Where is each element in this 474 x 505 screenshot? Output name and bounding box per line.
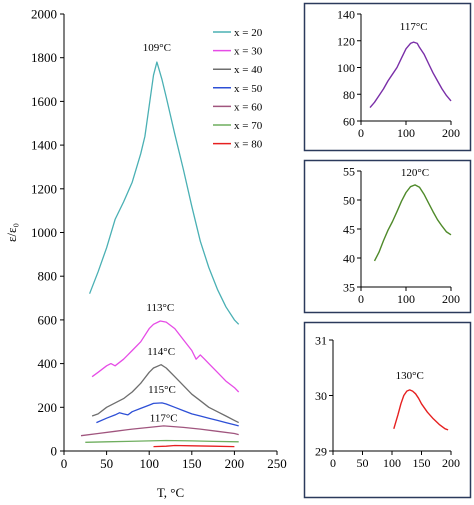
legend-label: x = 70 (234, 120, 263, 132)
main-x-tick-label: 200 (225, 456, 245, 471)
inset-x-tick-label: 100 (397, 292, 415, 306)
main-y-tick-label: 400 (38, 356, 58, 371)
inset-x-tick-label: 50 (357, 456, 369, 470)
series-line (91, 320, 240, 393)
legend-label: x = 40 (234, 64, 263, 76)
inset-x-tick-label: 0 (358, 126, 364, 140)
legend-label: x = 80 (234, 139, 263, 151)
inset-y-tick-label: 40 (343, 252, 355, 266)
main-y-tick-label: 1800 (31, 50, 57, 65)
inset-x-tick-label: 200 (442, 456, 460, 470)
main-y-tick-label: 600 (38, 312, 58, 327)
peak-temperature-label: 115°C (148, 384, 176, 396)
inset-series-line (393, 389, 449, 431)
peak-temperature-label: 114°C (147, 346, 175, 358)
main-y-tick-label: 2000 (31, 7, 57, 22)
main-y-tick-label: 1600 (31, 94, 57, 109)
inset-y-tick-label: 29 (315, 445, 327, 459)
inset-y-tick-label: 100 (337, 61, 355, 75)
inset-y-tick-label: 140 (337, 8, 355, 22)
inset-x-tick-label: 150 (413, 456, 431, 470)
main-y-tick-label: 0 (51, 444, 58, 459)
series-line (96, 402, 239, 427)
inset-x-tick-label: 100 (383, 456, 401, 470)
main-x-tick-label: 0 (61, 456, 68, 471)
main-y-tick-label: 1000 (31, 225, 57, 240)
inset-frame (303, 321, 472, 499)
inset-peak-label: 117°C (400, 21, 428, 33)
inset-y-tick-label: 31 (315, 334, 327, 348)
inset-x-tick-label: 0 (358, 292, 364, 306)
inset-series-line (369, 41, 452, 109)
main-y-tick-label: 800 (38, 269, 58, 284)
inset-frame (303, 2, 472, 152)
inset-y-tick-label: 35 (343, 281, 355, 295)
main-y-tick-label: 1400 (31, 138, 57, 153)
inset-y-tick-label: 50 (343, 194, 355, 208)
main-x-tick-label: 100 (139, 456, 159, 471)
legend-label: x = 50 (234, 83, 263, 95)
series-line (88, 61, 240, 325)
inset-y-tick-label: 120 (337, 34, 355, 48)
inset-x-tick-label: 200 (442, 126, 460, 140)
main-x-tick-label: 150 (182, 456, 202, 471)
main-y-tick-label: 1200 (31, 181, 57, 196)
main-x-tick-label: 250 (267, 456, 287, 471)
inset-y-tick-label: 60 (343, 115, 355, 129)
main-x-axis-label: T, °C (157, 485, 184, 500)
inset-x-tick-label: 200 (442, 292, 460, 306)
peak-temperature-label: 113°C (146, 302, 174, 314)
inset-peak-label: 120°C (401, 167, 429, 179)
inset-peak-label: 130°C (396, 370, 424, 382)
legend-label: x = 30 (234, 46, 263, 58)
inset-y-tick-label: 55 (343, 165, 355, 179)
series-line (91, 364, 239, 424)
inset-y-tick-label: 80 (343, 88, 355, 102)
main-y-tick-label: 200 (38, 400, 58, 415)
peak-temperature-label: 117°C (150, 413, 178, 425)
series-line (80, 425, 239, 437)
legend-label: x = 20 (234, 27, 263, 39)
inset-y-tick-label: 45 (343, 223, 355, 237)
series-line (153, 444, 235, 448)
inset-y-tick-label: 30 (315, 389, 327, 403)
legend-label: x = 60 (234, 101, 263, 113)
peak-temperature-label: 109°C (143, 42, 171, 54)
inset-frame (303, 159, 472, 314)
inset-series-line (373, 184, 452, 262)
main-x-tick-label: 50 (100, 456, 113, 471)
inset-x-tick-label: 100 (397, 126, 415, 140)
main-y-axis-label: ε/ε₀ (4, 223, 19, 242)
inset-x-tick-label: 0 (330, 456, 336, 470)
series-line (85, 439, 239, 443)
